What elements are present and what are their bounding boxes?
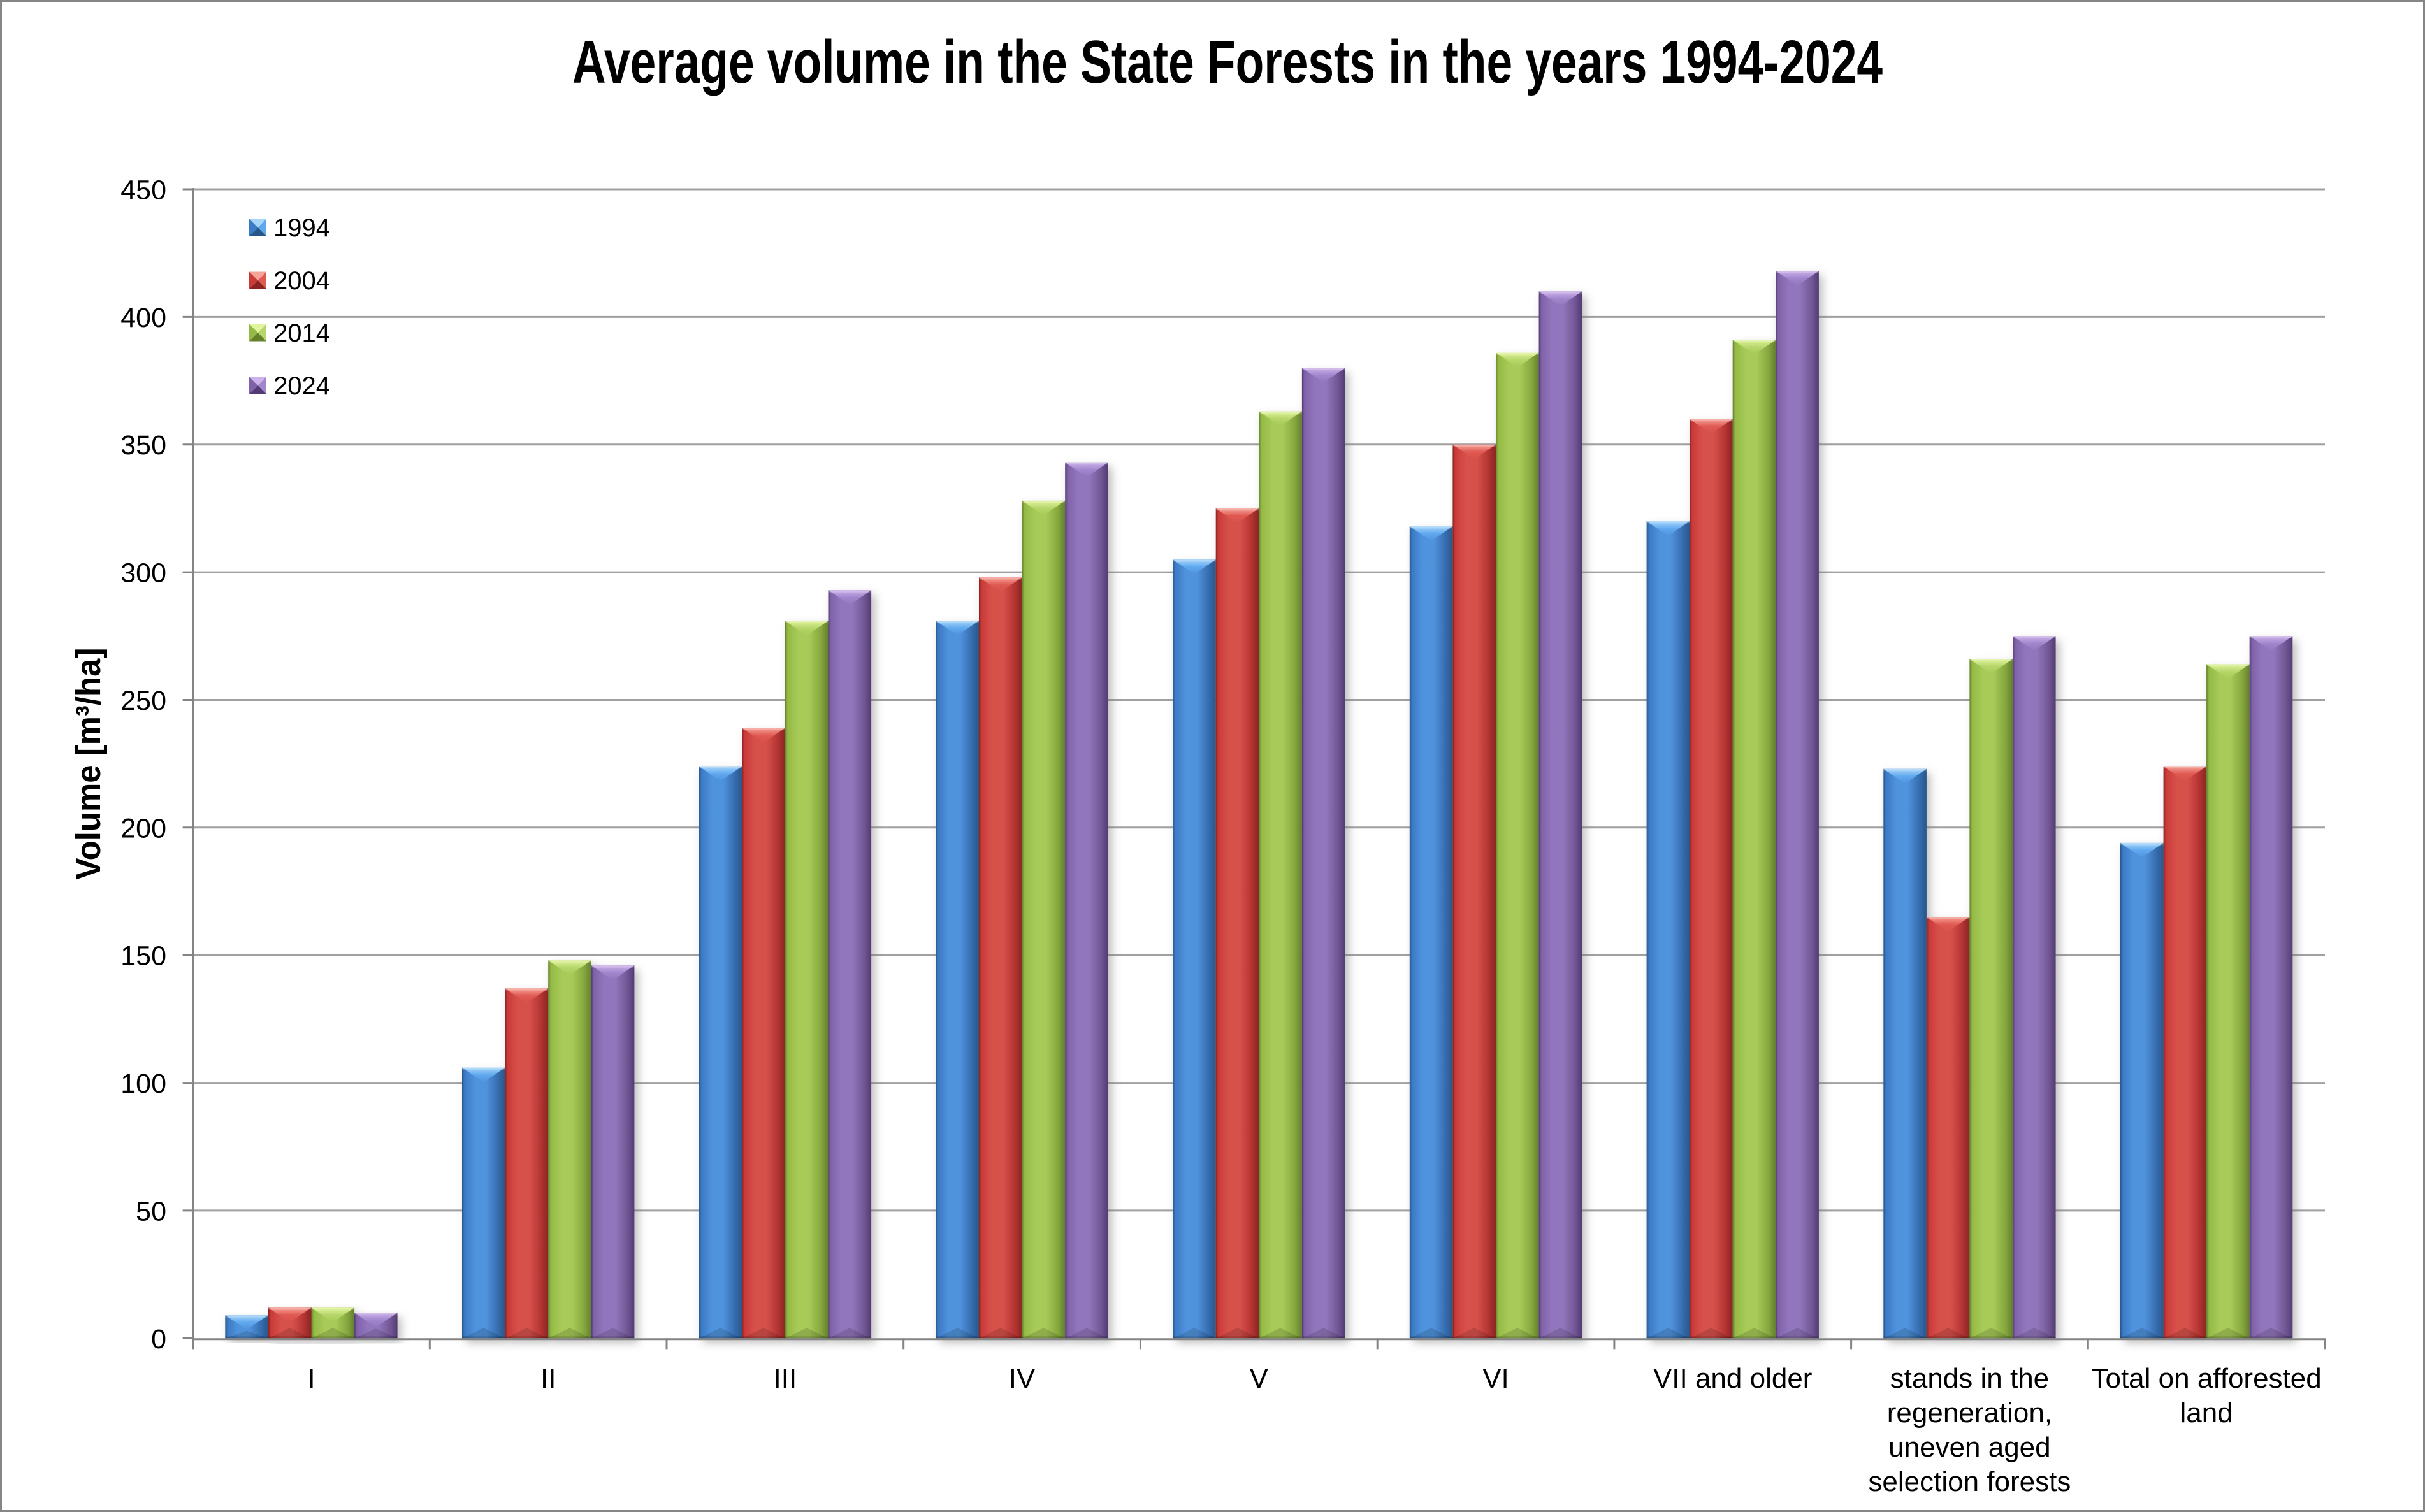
svg-text:VII and older: VII and older [1653, 1363, 1813, 1394]
svg-text:V: V [1250, 1363, 1269, 1394]
svg-text:450: 450 [120, 175, 166, 206]
svg-text:III: III [774, 1363, 797, 1394]
svg-text:uneven aged: uneven aged [1888, 1432, 2050, 1463]
svg-text:Average volume in the State Fo: Average volume in the State Forests in t… [572, 28, 1883, 96]
svg-text:VI: VI [1482, 1363, 1509, 1394]
svg-text:50: 50 [136, 1196, 166, 1227]
svg-text:200: 200 [120, 813, 166, 844]
svg-text:2014: 2014 [273, 319, 330, 347]
svg-text:land: land [2180, 1397, 2233, 1429]
svg-text:0: 0 [151, 1324, 166, 1355]
svg-text:Total on afforested: Total on afforested [2091, 1363, 2321, 1394]
svg-text:100: 100 [120, 1069, 166, 1099]
svg-text:250: 250 [120, 686, 166, 716]
svg-text:IV: IV [1009, 1363, 1036, 1394]
svg-text:150: 150 [120, 941, 166, 972]
svg-text:regeneration,: regeneration, [1887, 1397, 2052, 1429]
svg-text:2024: 2024 [273, 372, 330, 400]
svg-text:2004: 2004 [273, 267, 330, 295]
svg-text:400: 400 [120, 303, 166, 333]
svg-text:stands in the: stands in the [1890, 1363, 2050, 1394]
svg-text:II: II [540, 1363, 556, 1394]
svg-text:300: 300 [120, 558, 166, 589]
svg-text:1994: 1994 [273, 214, 330, 242]
svg-text:Volume [m³/ha]: Volume [m³/ha] [69, 648, 108, 880]
svg-text:I: I [307, 1363, 315, 1394]
svg-text:350: 350 [120, 430, 166, 461]
svg-text:selection forests: selection forests [1868, 1466, 2071, 1497]
